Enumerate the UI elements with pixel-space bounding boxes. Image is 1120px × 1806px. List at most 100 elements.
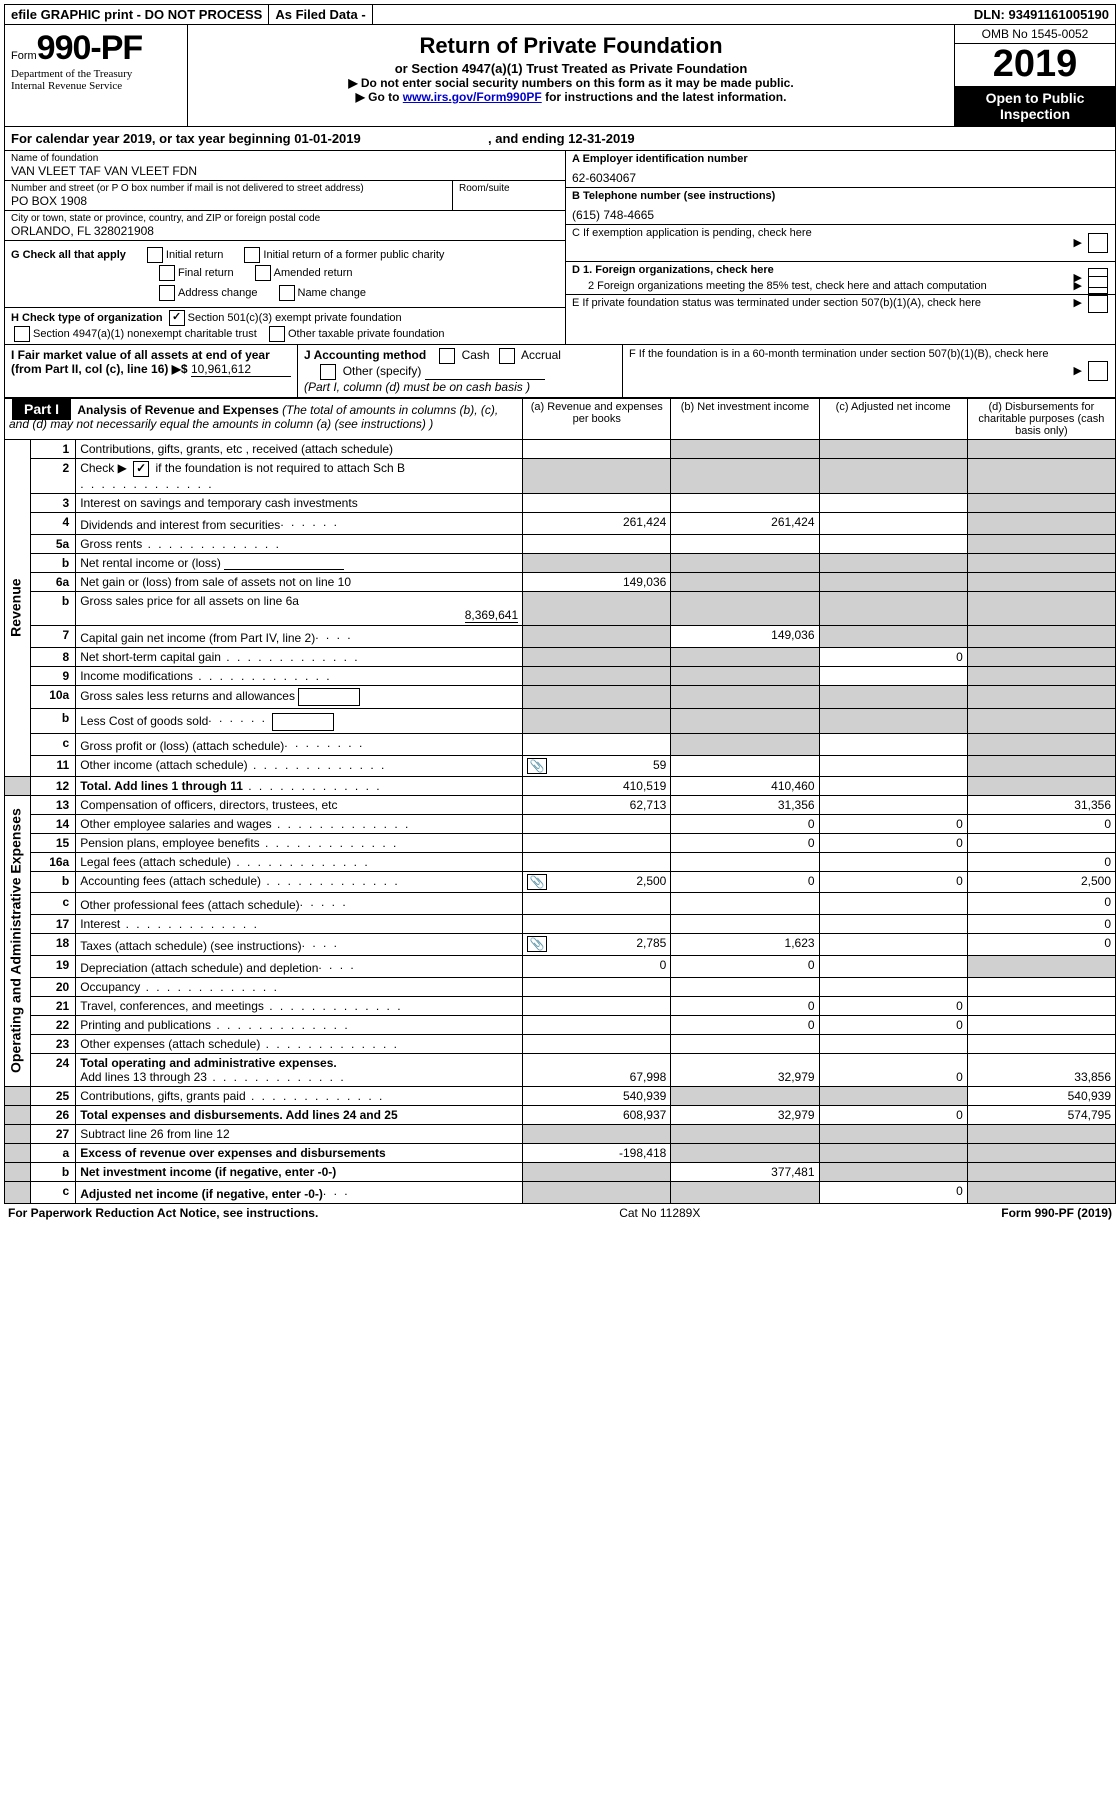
ein-label: A Employer identification number	[572, 153, 1109, 165]
instr-pre: ▶ Go to	[356, 90, 403, 104]
r2-post: if the foundation is not required to att…	[155, 461, 405, 475]
line-27a: Excess of revenue over expenses and disb…	[76, 1143, 523, 1162]
e-label: E If private foundation status was termi…	[572, 297, 981, 309]
line-15: Pension plans, employee benefits	[76, 833, 523, 852]
col-d-header: (d) Disbursements for charitable purpose…	[967, 398, 1115, 439]
col-c-header: (c) Adjusted net income	[819, 398, 967, 439]
j-label: J Accounting method	[304, 348, 426, 362]
line-19: Depreciation (attach schedule) and deple…	[76, 955, 523, 977]
r12-b: 410,460	[671, 776, 819, 795]
foundation-name: VAN VLEET TAF VAN VLEET FDN	[11, 164, 559, 178]
omb-number: OMB No 1545-0052	[955, 25, 1115, 44]
r18-b: 1,623	[671, 933, 819, 955]
opt-name: Name change	[298, 287, 367, 299]
foundation-city: ORLANDO, FL 328021908	[11, 224, 559, 238]
line-13: Compensation of officers, directors, tru…	[76, 795, 523, 814]
r22-c: 0	[819, 1015, 967, 1034]
r25-d: 540,939	[967, 1086, 1115, 1105]
info-left: Name of foundation VAN VLEET TAF VAN VLE…	[5, 151, 565, 344]
open-to-public: Open to Public Inspection	[955, 86, 1115, 126]
r15-c: 0	[819, 833, 967, 852]
r2-pre: Check ▶	[80, 461, 127, 475]
chk-f[interactable]	[1088, 361, 1108, 381]
r16b-c: 0	[819, 871, 967, 892]
line-16c: Other professional fees (attach schedule…	[76, 892, 523, 914]
line-6b: Gross sales price for all assets on line…	[76, 591, 523, 625]
chk-addr-change[interactable]	[159, 285, 175, 301]
attach-icon[interactable]: 📎	[527, 936, 547, 952]
j-other: Other (specify)	[343, 364, 422, 378]
year-end: 12-31-2019	[568, 131, 635, 146]
irs-link[interactable]: www.irs.gov/Form990PF	[403, 90, 542, 104]
chk-initial-return[interactable]	[147, 247, 163, 263]
r25-a: 540,939	[523, 1086, 671, 1105]
r21-b: 0	[671, 996, 819, 1015]
attach-icon[interactable]: 📎	[527, 874, 547, 890]
line-25: Contributions, gifts, grants paid	[76, 1086, 523, 1105]
ij-row: I Fair market value of all assets at end…	[4, 345, 1116, 398]
chk-c[interactable]	[1088, 233, 1108, 253]
dln-label: DLN:	[974, 7, 1005, 22]
dept-treasury: Department of the Treasury	[11, 68, 181, 80]
r13-d: 31,356	[967, 795, 1115, 814]
r15-b: 0	[671, 833, 819, 852]
instr-no-ssn: ▶ Do not enter social security numbers o…	[198, 76, 944, 90]
line-16b: Accounting fees (attach schedule)	[76, 871, 523, 892]
chk-accrual[interactable]	[499, 348, 515, 364]
chk-cash[interactable]	[439, 348, 455, 364]
line-12: Total. Add lines 1 through 11	[76, 776, 523, 795]
r16b-b: 0	[671, 871, 819, 892]
dln: DLN: 93491161005190	[968, 5, 1115, 24]
line-14: Other employee salaries and wages	[76, 814, 523, 833]
line-4: Dividends and interest from securities	[76, 512, 523, 534]
line-27c: Adjusted net income (if negative, enter …	[76, 1181, 523, 1203]
addr-label: Number and street (or P O box number if …	[11, 183, 446, 194]
chk-initial-former[interactable]	[244, 247, 260, 263]
d1-label: D 1. Foreign organizations, check here	[572, 264, 774, 276]
r4-b: 261,424	[671, 512, 819, 534]
page-footer: For Paperwork Reduction Act Notice, see …	[4, 1204, 1116, 1222]
name-label: Name of foundation	[11, 153, 559, 164]
info-right: A Employer identification number 62-6034…	[565, 151, 1115, 344]
city-label: City or town, state or province, country…	[11, 213, 559, 224]
form-prefix: Form	[11, 50, 37, 62]
chk-other-taxable[interactable]	[269, 326, 285, 342]
chk-name-change[interactable]	[279, 285, 295, 301]
r6b-val: 8,369,641	[465, 608, 518, 623]
chk-sch-b[interactable]: ✓	[133, 461, 149, 477]
chk-501c3[interactable]: ✓	[169, 310, 185, 326]
fmv-value: 10,961,612	[191, 362, 291, 377]
r26-d: 574,795	[967, 1105, 1115, 1124]
line-16a: Legal fees (attach schedule)	[76, 852, 523, 871]
r27c-c: 0	[819, 1181, 967, 1203]
line-27b: Net investment income (if negative, ente…	[76, 1162, 523, 1181]
cal-text-a: For calendar year 2019, or tax year begi…	[11, 131, 294, 146]
form-header: Form990-PF Department of the Treasury In…	[4, 25, 1116, 127]
attach-icon[interactable]: 📎	[527, 758, 547, 774]
revenue-sidebar: Revenue	[5, 439, 31, 776]
chk-final[interactable]	[159, 265, 175, 281]
r24-d: 33,856	[967, 1053, 1115, 1086]
r14-c: 0	[819, 814, 967, 833]
r26-c: 0	[819, 1105, 967, 1124]
chk-e[interactable]	[1088, 293, 1108, 313]
col-b-header: (b) Net investment income	[671, 398, 819, 439]
year-begin: 01-01-2019	[294, 131, 361, 146]
line-20: Occupancy	[76, 977, 523, 996]
year-col: OMB No 1545-0052 2019 Open to Public Ins…	[954, 25, 1115, 126]
chk-4947[interactable]	[14, 326, 30, 342]
opt-addr: Address change	[178, 287, 258, 299]
foundation-address: PO BOX 1908	[11, 194, 446, 208]
r19-b: 0	[671, 955, 819, 977]
j-cash: Cash	[462, 348, 490, 362]
chk-other[interactable]	[320, 364, 336, 380]
footer-cat: Cat No 11289X	[619, 1206, 700, 1220]
r24-a: 67,998	[523, 1053, 671, 1086]
chk-amended[interactable]	[255, 265, 271, 281]
d2-label: 2 Foreign organizations meeting the 85% …	[588, 280, 987, 292]
r16b-a: 2,500	[636, 874, 666, 888]
line-10b: Less Cost of goods sold	[76, 708, 523, 733]
line-23: Other expenses (attach schedule)	[76, 1034, 523, 1053]
irs-label: Internal Revenue Service	[11, 80, 181, 92]
form-number: 990-PF	[37, 29, 143, 67]
